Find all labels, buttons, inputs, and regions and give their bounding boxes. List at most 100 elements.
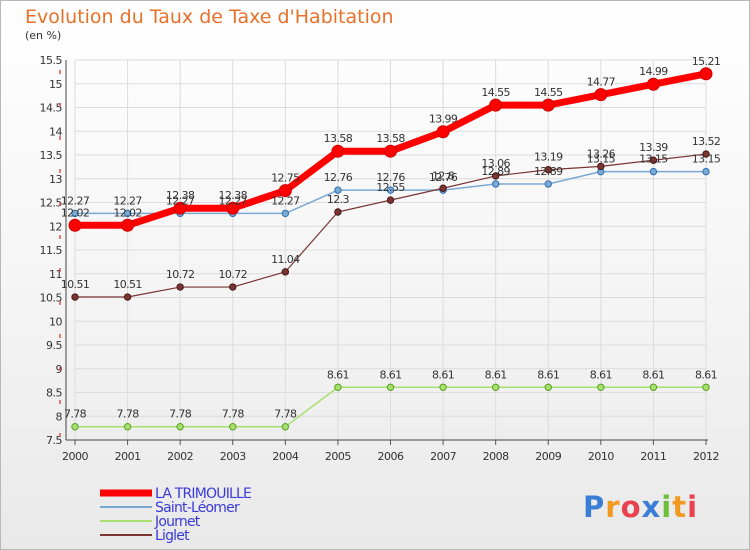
data-label: 12.76: [429, 171, 458, 184]
data-label: 13.99: [429, 113, 458, 126]
data-label: 13.15: [692, 153, 721, 166]
data-point: [281, 268, 290, 276]
data-point: [646, 77, 660, 91]
data-label: 8.61: [432, 368, 454, 381]
data-label: 14.55: [481, 86, 510, 99]
data-point: [544, 383, 552, 391]
data-label: 12.27: [271, 194, 300, 207]
data-label: 13.06: [481, 157, 510, 170]
data-point: [544, 180, 552, 188]
data-point: [176, 423, 184, 431]
data-point: [173, 201, 187, 215]
x-tick-label: 2006: [378, 450, 404, 463]
logo-letter: x: [641, 490, 662, 524]
data-point: [597, 162, 605, 171]
data-point: [594, 88, 608, 102]
data-label: 13.15: [639, 153, 668, 166]
x-tick-label: 2011: [640, 450, 666, 463]
y-tick-label: 12.5: [40, 197, 63, 210]
x-tick-label: 2003: [220, 450, 246, 463]
data-label: 10.72: [219, 268, 248, 281]
data-point: [123, 423, 132, 431]
logo-letter: i: [687, 490, 699, 524]
data-label: 13.26: [587, 147, 616, 160]
data-label: 10.51: [61, 278, 90, 291]
legend-label: Saint-Léomer: [155, 500, 240, 516]
data-point: [123, 209, 132, 218]
data-point: [123, 293, 132, 301]
data-point: [541, 98, 555, 112]
data-label: 12.27: [219, 194, 248, 207]
data-point: [68, 218, 82, 232]
data-point: [386, 186, 395, 194]
data-point: [334, 186, 342, 194]
data-label: 13.39: [639, 141, 668, 154]
y-tick-label: 15.5: [40, 54, 63, 67]
logo-letter: i: [661, 490, 673, 524]
y-tick-label: 12: [49, 220, 62, 233]
data-labels: 7.78 7.78 7.78 7.78 7.78 8.61 8.61 8.61 8.61 8.61…: [61, 55, 722, 421]
y-tick-label: 10: [49, 315, 62, 328]
data-label: 7.78: [64, 408, 87, 421]
data-label: 14.55: [534, 86, 563, 99]
x-tick-label: 2010: [588, 450, 614, 463]
data-label: 12.76: [324, 171, 353, 184]
x-tick-label: 2005: [325, 450, 351, 463]
y-tick-label: 7.5: [46, 434, 62, 447]
data-point: [281, 209, 290, 218]
data-point: [278, 184, 292, 198]
data-label: 12.3: [327, 193, 350, 206]
data-label: 10.72: [166, 268, 195, 281]
x-tick-label: 2008: [483, 450, 509, 463]
data-label: 12.75: [271, 172, 300, 185]
y-tick-label: 15: [49, 78, 62, 91]
data-point: [491, 172, 500, 180]
data-label: 11.04: [271, 253, 300, 266]
axes: 7.5 8 8.5 9 9.5 10 10.5 11 11.5 12 12.5 13 13.5 14 14.…: [40, 54, 720, 463]
data-point: [229, 283, 237, 291]
grid: [74, 59, 707, 441]
y-tick-label: 10.5: [40, 292, 63, 305]
x-tick-label: 2000: [62, 450, 88, 463]
data-point: [436, 125, 450, 139]
data-point: [491, 383, 500, 391]
data-point: [702, 167, 710, 176]
data-label: 12.27: [166, 194, 195, 207]
logo-letter: r: [605, 490, 621, 524]
data-label: 12.76: [376, 171, 405, 184]
y-tick-label: 13.5: [40, 149, 63, 162]
y-tick-label: 8.5: [46, 387, 62, 400]
y-tick-label: 14.5: [40, 102, 63, 115]
data-label: 12.27: [113, 194, 142, 207]
logo-letter: P: [583, 490, 606, 524]
y-tick-label: 9: [56, 363, 63, 376]
x-tick-label: 2009: [535, 450, 561, 463]
data-label: 13.52: [692, 135, 721, 148]
data-label: 8.61: [695, 368, 717, 381]
data-label: 8.61: [485, 368, 507, 381]
data-label: 7.78: [222, 408, 245, 421]
y-tick-label: 9.5: [46, 339, 62, 352]
data-point: [121, 218, 135, 232]
x-tick-label: 2012: [693, 450, 719, 463]
data-label: 13.19: [534, 151, 563, 164]
data-label: 12.38: [166, 189, 195, 202]
data-point: [384, 144, 397, 158]
data-label: 12.27: [61, 194, 90, 207]
data-point: [649, 156, 658, 164]
y-tick-label: 11: [49, 268, 62, 281]
data-label: 12.02: [61, 206, 90, 219]
data-point: [439, 184, 447, 192]
legend-label: LA TRIMOUILLE: [155, 486, 251, 502]
data-label: 7.78: [274, 408, 297, 421]
data-label: 12.38: [219, 189, 248, 202]
data-label: 12.55: [376, 181, 405, 194]
chart-title: Evolution du Taux de Taxe d'Habitation: [25, 6, 394, 28]
data-label: 8.61: [537, 368, 559, 381]
x-tick-label: 2001: [115, 450, 141, 463]
series-lines: [68, 67, 713, 431]
data-point: [702, 383, 710, 391]
data-label: 14.99: [639, 65, 668, 78]
